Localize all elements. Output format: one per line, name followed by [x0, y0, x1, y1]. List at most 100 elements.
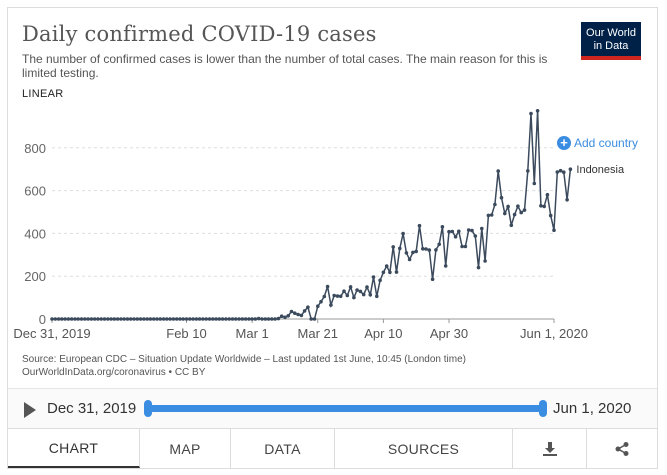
logo-line-1: Our World — [586, 27, 636, 39]
data-point — [296, 312, 300, 317]
data-point — [414, 249, 419, 254]
data-point — [489, 213, 494, 217]
data-point — [240, 317, 245, 321]
x-tick-label: Mar 21 — [298, 326, 338, 341]
data-point — [263, 317, 268, 321]
timeline-start-label: Dec 31, 2019 — [47, 400, 137, 417]
logo-line-2: in Data — [593, 40, 629, 52]
data-point — [211, 317, 215, 321]
data-point — [204, 317, 208, 321]
share-button[interactable] — [587, 429, 657, 468]
data-point — [119, 317, 123, 321]
series-end-label: Indonesia — [576, 164, 625, 176]
x-tick-label: Mar 1 — [236, 326, 269, 341]
data-point — [233, 317, 238, 321]
data-point — [161, 317, 166, 321]
data-point — [375, 294, 379, 299]
data-point — [99, 317, 103, 321]
tab-chart[interactable]: CHART — [8, 429, 140, 468]
data-point — [102, 317, 107, 321]
data-point — [404, 251, 409, 255]
share-icon — [615, 441, 629, 456]
timeline: Dec 31, 2019 Jun 1, 2020 — [8, 388, 657, 428]
data-point — [194, 317, 199, 321]
data-point — [539, 204, 543, 208]
data-point — [506, 204, 510, 209]
data-point — [135, 317, 140, 321]
data-point — [138, 317, 143, 321]
data-point — [332, 293, 337, 298]
play-icon[interactable] — [24, 402, 36, 418]
data-point — [148, 317, 153, 321]
x-tick-label: Dec 31, 2019 — [13, 326, 90, 341]
data-point — [279, 314, 284, 319]
data-point — [476, 265, 481, 270]
source-line-1: Source: European CDC – Situation Update … — [22, 354, 466, 365]
data-point — [355, 288, 359, 292]
data-point — [181, 317, 185, 321]
data-point — [384, 264, 389, 268]
add-country-button[interactable]: + Add country — [557, 136, 638, 150]
tab-sources[interactable]: SOURCES — [335, 429, 513, 468]
data-point — [256, 316, 261, 321]
data-point — [338, 294, 343, 299]
data-point — [319, 299, 323, 304]
data-point — [220, 317, 225, 321]
timeline-end-handle[interactable] — [539, 400, 547, 417]
source-line-2[interactable]: OurWorldInData.org/coronavirus • CC BY — [22, 367, 206, 378]
data-point — [50, 317, 54, 321]
data-point — [466, 228, 471, 232]
owid-logo[interactable]: Our World in Data — [581, 22, 641, 60]
data-point — [470, 228, 474, 233]
data-point — [283, 315, 287, 320]
data-point — [503, 211, 507, 216]
scale-toggle[interactable]: LINEAR — [22, 88, 64, 100]
data-point — [499, 195, 504, 200]
data-point — [394, 270, 399, 274]
data-point — [115, 317, 120, 321]
timeline-track[interactable] — [148, 405, 543, 412]
download-button[interactable] — [513, 429, 587, 468]
data-point — [398, 246, 402, 251]
data-point — [352, 295, 356, 300]
data-point — [63, 317, 67, 321]
data-point — [145, 317, 149, 321]
timeline-start-handle[interactable] — [144, 400, 152, 417]
data-point — [365, 285, 369, 289]
data-point — [329, 303, 333, 307]
data-point — [309, 317, 314, 321]
data-point — [401, 231, 405, 236]
download-icon — [542, 441, 557, 456]
data-point — [552, 228, 556, 232]
tab-data[interactable]: DATA — [231, 429, 335, 468]
data-point — [450, 229, 455, 234]
plus-icon: + — [557, 136, 571, 150]
data-point — [509, 223, 514, 228]
data-point — [342, 289, 346, 294]
data-point — [207, 317, 212, 321]
data-point — [253, 317, 258, 321]
data-point — [171, 317, 176, 321]
data-point — [519, 210, 523, 215]
data-point — [548, 213, 553, 218]
source-note: Source: European CDC – Situation Update … — [22, 353, 466, 379]
data-point — [276, 316, 281, 321]
data-point — [371, 275, 376, 279]
data-point — [83, 317, 87, 321]
tab-map[interactable]: MAP — [140, 429, 231, 468]
data-point — [427, 248, 432, 252]
data-point — [335, 294, 340, 298]
data-point — [125, 317, 130, 321]
data-point — [299, 313, 304, 318]
data-point — [73, 317, 77, 321]
data-point — [532, 181, 537, 186]
y-tick-label: 400 — [24, 226, 46, 241]
data-point — [437, 242, 442, 247]
data-point — [293, 311, 297, 316]
data-point — [407, 257, 412, 262]
data-point — [289, 309, 294, 314]
data-point — [486, 213, 491, 218]
data-point — [512, 212, 517, 217]
data-point — [247, 317, 251, 321]
data-point — [460, 244, 464, 249]
